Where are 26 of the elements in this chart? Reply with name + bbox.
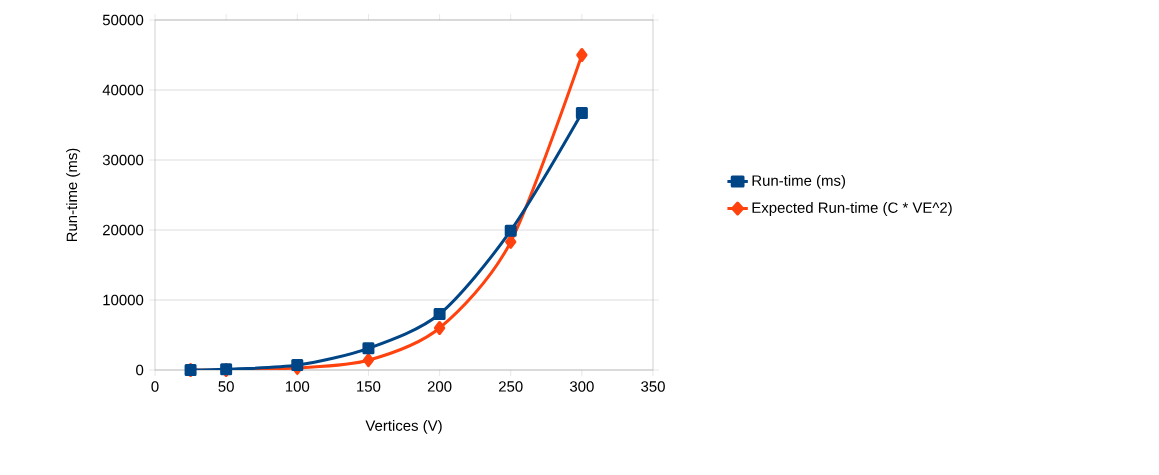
point: [505, 234, 517, 249]
point: [504, 224, 517, 237]
x-tick-label: 50: [218, 381, 234, 392]
y-tick-label: 40000: [102, 84, 144, 96]
x-tick-label: 350: [641, 381, 665, 392]
x-axis-title: Vertices (V): [365, 419, 442, 434]
x-tick-label: 250: [499, 381, 523, 392]
y-tick-label: 50000: [102, 14, 144, 26]
x-tick-label: 0: [151, 381, 159, 392]
point: [575, 107, 588, 120]
y-tick-label: 0: [136, 364, 144, 376]
x-tick-label: 300: [569, 381, 594, 392]
point: [433, 308, 446, 320]
point: [576, 48, 588, 62]
x-tick-label: 100: [285, 381, 310, 392]
y-tick-label: 10000: [103, 294, 144, 306]
y-tick-label: 20000: [103, 224, 144, 236]
point: [362, 342, 375, 355]
y-axis-title: Run-time (ms): [66, 148, 81, 242]
x-tick-label: 200: [427, 381, 452, 392]
point: [433, 321, 446, 335]
point: [362, 353, 375, 368]
y-tick-label: 30000: [102, 154, 144, 166]
legend-label: Run-time (ms): [752, 174, 846, 189]
x-tick-label: 150: [357, 381, 381, 392]
legend-label: Expected Run-time (C * VE^2): [752, 201, 952, 216]
